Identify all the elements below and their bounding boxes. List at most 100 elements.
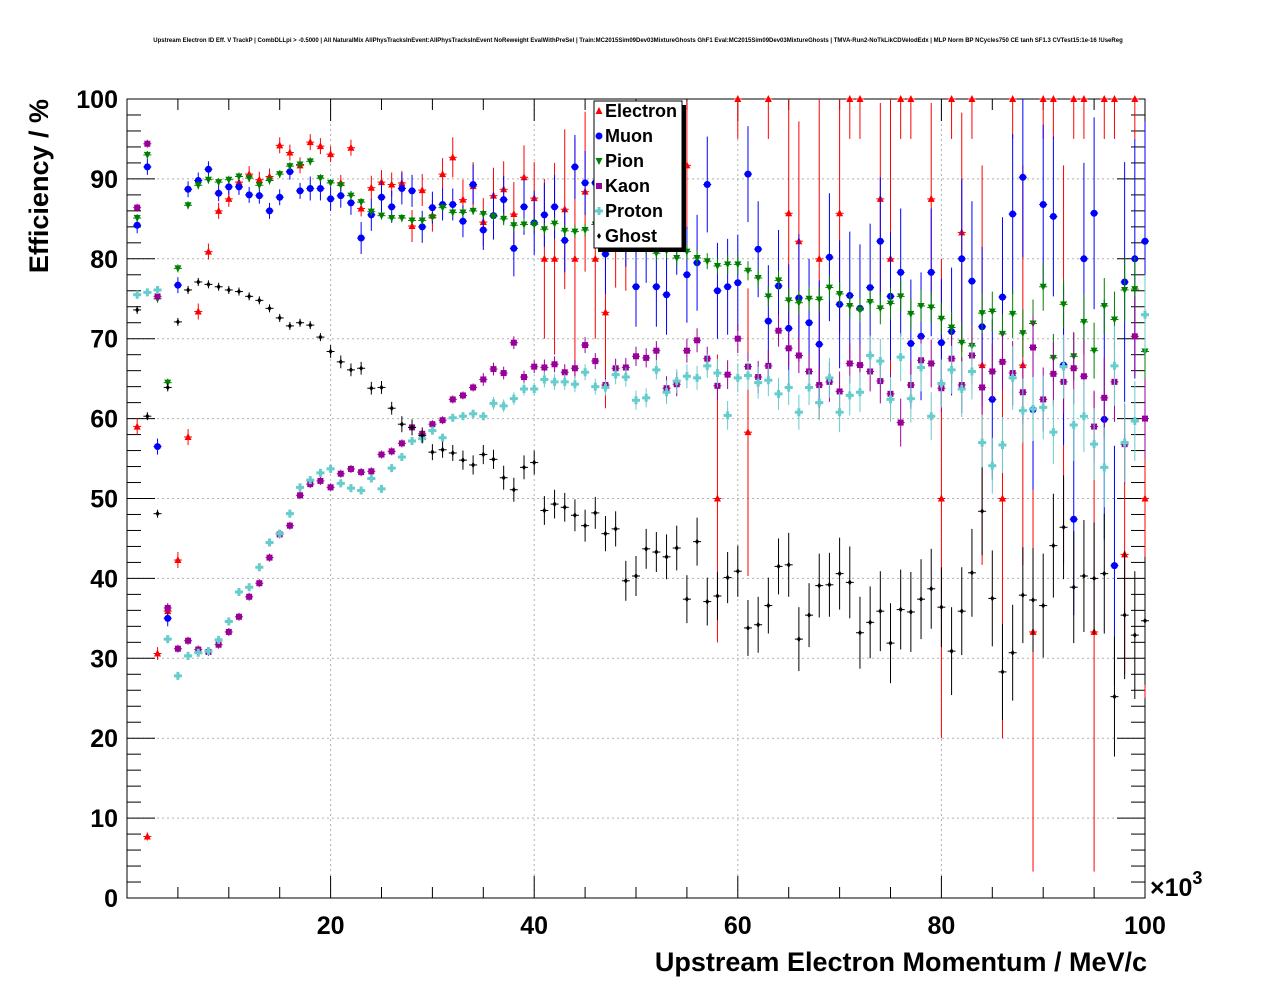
data-marker [439, 204, 447, 212]
data-marker [634, 573, 638, 580]
data-marker [825, 373, 834, 382]
data-marker [173, 671, 182, 680]
data-point [743, 288, 752, 577]
data-marker [919, 596, 924, 603]
data-marker [347, 192, 355, 200]
data-marker [287, 322, 292, 329]
data-point [418, 210, 427, 243]
data-point [1018, 99, 1027, 258]
data-point [1141, 274, 1149, 355]
data-marker [204, 647, 213, 656]
data-marker [1018, 406, 1027, 415]
data-point [520, 455, 529, 480]
data-marker [429, 421, 436, 428]
data-marker [1079, 412, 1088, 421]
data-point [896, 333, 905, 382]
data-marker [408, 222, 416, 230]
data-point [214, 282, 223, 291]
data-marker [603, 530, 608, 537]
data-point [927, 548, 936, 629]
data-marker [591, 254, 599, 262]
data-marker [805, 295, 813, 303]
data-point [886, 287, 895, 320]
data-point [275, 189, 284, 206]
data-marker [337, 182, 345, 190]
data-marker [825, 253, 833, 261]
data-marker [346, 484, 355, 493]
data-marker [703, 361, 712, 370]
data-marker [652, 365, 661, 374]
data-marker [723, 411, 732, 420]
data-point [509, 336, 518, 350]
data-marker [571, 163, 579, 171]
data-marker [194, 176, 202, 184]
data-point [143, 412, 152, 421]
data-point [693, 328, 702, 353]
data-point [194, 181, 203, 190]
data-marker [326, 464, 335, 473]
data-marker [430, 449, 435, 456]
data-marker [357, 199, 365, 207]
data-point [479, 210, 488, 219]
data-point [438, 416, 447, 425]
data-point [438, 203, 447, 212]
data-point [998, 333, 1007, 390]
data-marker [632, 396, 640, 405]
series-proton [133, 274, 1149, 680]
data-point [1120, 551, 1129, 680]
data-point [611, 511, 620, 547]
data-marker [266, 177, 274, 185]
data-marker [369, 385, 374, 392]
data-point [815, 553, 824, 618]
series-layer [133, 95, 1149, 872]
data-point [805, 286, 814, 311]
data-marker [540, 211, 548, 219]
data-marker [897, 268, 905, 276]
data-marker [184, 651, 193, 660]
data-marker [185, 637, 192, 644]
data-point [723, 401, 732, 430]
data-point [998, 417, 1007, 473]
data-marker [551, 254, 559, 262]
data-marker [876, 305, 884, 313]
data-marker [1050, 370, 1057, 377]
data-point [316, 174, 325, 183]
data-marker [459, 195, 467, 203]
data-marker [133, 215, 141, 223]
data-marker [958, 255, 966, 263]
data-marker [154, 443, 162, 451]
data-marker [153, 285, 162, 294]
data-marker [683, 347, 690, 354]
data-marker [683, 271, 691, 279]
data-marker [725, 574, 730, 581]
data-marker [398, 440, 405, 447]
data-marker [297, 492, 304, 499]
data-point [255, 579, 264, 588]
data-point [601, 516, 610, 552]
data-point [845, 293, 854, 318]
data-point [1008, 134, 1017, 294]
data-point [509, 477, 518, 502]
data-point [1079, 520, 1088, 632]
data-marker [572, 512, 577, 519]
data-marker [367, 183, 375, 191]
data-marker [998, 293, 1006, 301]
data-marker [1039, 95, 1047, 102]
data-point [275, 137, 284, 154]
data-point [591, 496, 600, 529]
data-marker [857, 629, 862, 636]
data-marker [1081, 573, 1086, 580]
data-point [988, 437, 997, 494]
data-marker [1009, 310, 1017, 318]
legend-item-electron: Electron [595, 101, 677, 121]
data-point [621, 560, 630, 601]
data-marker [1102, 570, 1107, 577]
data-marker [734, 95, 742, 102]
data-marker [245, 583, 254, 592]
data-marker [235, 183, 243, 191]
data-point [906, 297, 915, 330]
data-marker [439, 170, 447, 178]
data-point [163, 635, 172, 644]
data-point [978, 414, 987, 471]
data-point [947, 95, 956, 139]
